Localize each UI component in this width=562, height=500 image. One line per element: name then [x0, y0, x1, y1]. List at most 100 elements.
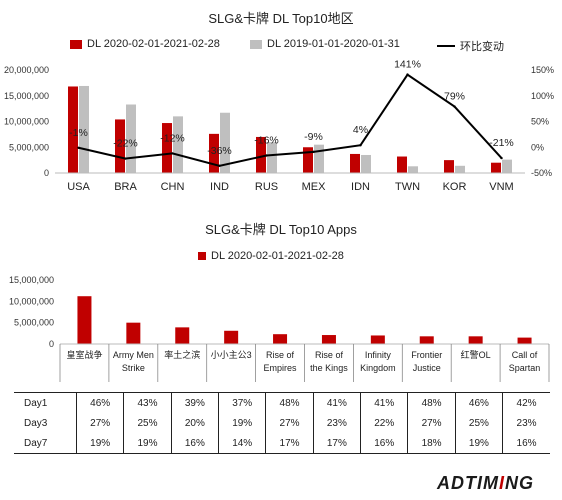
- x-category-label: Rise of the Kings: [310, 350, 348, 373]
- x-category-label: Infinity Kingdom: [360, 350, 396, 373]
- y-left-tick-label: 10,000,000: [4, 117, 49, 127]
- y-right-tick-label: 100%: [531, 91, 554, 101]
- mom-change-point: [124, 157, 127, 160]
- bar-app-downloads: [273, 334, 288, 344]
- retention-cell: 19%: [123, 433, 172, 454]
- bar-dl-2020: [350, 153, 360, 173]
- x-category-label: KOR: [443, 181, 467, 193]
- x-category-label: BRA: [114, 181, 137, 193]
- y-left-tick-label: 15,000,000: [4, 91, 49, 101]
- x-category-label: Call of Spartan: [509, 350, 541, 373]
- retention-row-label: Day1: [14, 392, 77, 413]
- retention-cell: 46%: [454, 392, 503, 413]
- x-category-label-line: Empires: [264, 363, 298, 373]
- legend-swatch-red: [70, 39, 82, 49]
- retention-cell: 46%: [75, 392, 124, 413]
- mom-change-label: -16%: [254, 134, 279, 146]
- mom-change-label: 141%: [394, 59, 421, 71]
- chart1-legend-item-a: DL 2020-02-01-2021-02-28: [70, 38, 220, 50]
- legend-label: DL 2020-02-01-2021-02-28: [211, 250, 344, 262]
- retention-row: Day3 27% 25% 20% 19% 27% 23% 22% 27% 25% 23%: [14, 413, 550, 433]
- retention-cell: 19%: [218, 413, 266, 433]
- bar-dl-2019: [173, 116, 183, 173]
- legend-label: DL 2019-01-01-2020-01-31: [267, 38, 400, 50]
- mom-change-point: [77, 146, 80, 149]
- mom-change-point: [171, 152, 174, 155]
- retention-cell: 39%: [170, 392, 219, 413]
- y-tick-label: 0: [49, 339, 54, 349]
- retention-cell: 48%: [407, 392, 456, 413]
- y-left-tick-label: 5,000,000: [9, 142, 49, 152]
- y-right-tick-label: 150%: [531, 65, 554, 75]
- retention-cell: 16%: [170, 433, 219, 454]
- retention-cell: 17%: [312, 433, 361, 454]
- bar-dl-2020: [162, 123, 172, 173]
- retention-cell: 23%: [502, 413, 550, 433]
- mom-change-label: -22%: [113, 138, 138, 150]
- x-category-label-line: Kingdom: [360, 363, 396, 373]
- x-category-label: RUS: [255, 181, 278, 193]
- retention-cell: 25%: [454, 413, 503, 433]
- chart1-legend-item-b: DL 2019-01-01-2020-01-31: [250, 38, 400, 50]
- x-category-label: 皇室战争: [66, 349, 102, 360]
- retention-cell: 18%: [407, 433, 456, 454]
- retention-row: Day1 46% 43% 39% 37% 48% 41% 41% 48% 46% 42%: [14, 392, 550, 413]
- legend-label: 环比变动: [460, 41, 504, 53]
- x-category-label-line: 率土之滨: [164, 349, 200, 360]
- mom-change-point: [218, 164, 221, 167]
- y-right-tick-label: 50%: [531, 117, 549, 127]
- x-category-label-line: 皇室战争: [66, 349, 102, 360]
- x-category-label: VNM: [489, 181, 513, 193]
- mom-change-label: -21%: [489, 137, 514, 149]
- mom-change-point: [312, 150, 315, 154]
- bar-dl-2019: [314, 144, 324, 173]
- retention-cell: 42%: [502, 392, 550, 413]
- retention-cell: 23%: [312, 413, 361, 433]
- y-tick-label: 5,000,000: [14, 318, 54, 328]
- retention-table: Day1 46% 43% 39% 37% 48% 41% 41% 48% 46% 42% Day3 27…: [14, 392, 550, 454]
- x-category-label-line: Justice: [413, 363, 441, 373]
- retention-cell: 48%: [265, 392, 314, 413]
- x-category-label: MEX: [302, 181, 327, 193]
- mom-change-point: [359, 143, 362, 147]
- x-category-label: CHN: [161, 181, 185, 193]
- legend-swatch-line: [437, 45, 455, 47]
- chart2-title: SLG&卡牌 DL Top10 Apps: [205, 222, 357, 237]
- retention-cell: 27%: [265, 413, 314, 433]
- bar-dl-2020: [397, 156, 407, 173]
- retention-cell: 37%: [218, 392, 266, 413]
- mom-change-label: -12%: [160, 132, 185, 144]
- x-category-label: Rise of Empires: [264, 350, 298, 373]
- bar-app-downloads: [224, 330, 239, 344]
- retention-cell: 19%: [454, 433, 503, 454]
- bar-dl-2020: [209, 133, 219, 173]
- mom-change-label: 79%: [444, 91, 465, 103]
- retention-row: Day7 19% 19% 16% 14% 17% 17% 16% 18% 19% 16%: [14, 433, 550, 454]
- retention-cell: 41%: [312, 392, 361, 413]
- bar-app-downloads: [126, 322, 141, 344]
- chart2-app-downloads: 0 5,000,000 10,000,000 15,000,000 皇室战争 Army M…: [9, 275, 550, 382]
- chart2-legend-item: DL 2020-02-01-2021-02-28: [198, 250, 344, 262]
- mom-change-label: -36%: [207, 145, 232, 157]
- mom-change-label: -9%: [304, 131, 323, 143]
- x-category-label: TWN: [395, 181, 420, 193]
- retention-cell: 17%: [265, 433, 314, 454]
- bar-app-downloads: [468, 336, 483, 344]
- x-category-label-line: Call of: [512, 350, 538, 360]
- bar-dl-2019: [267, 142, 277, 173]
- retention-cell: 14%: [218, 433, 266, 454]
- x-category-label-line: 红警OL: [461, 349, 491, 360]
- retention-cell: 19%: [75, 433, 124, 454]
- x-category-label-line: Frontier: [411, 350, 442, 360]
- x-category-label: Frontier Justice: [411, 350, 442, 373]
- retention-cell: 27%: [407, 413, 456, 433]
- y-tick-label: 10,000,000: [9, 296, 54, 306]
- mom-change-label: -1%: [69, 127, 88, 139]
- mom-change-point: [500, 156, 503, 160]
- bar-dl-2019: [502, 159, 512, 173]
- legend-label: DL 2020-02-01-2021-02-28: [87, 38, 220, 50]
- bar-dl-2020: [303, 147, 313, 173]
- y-tick-label: 15,000,000: [9, 275, 54, 285]
- bar-app-downloads: [77, 296, 92, 344]
- bar-dl-2019: [220, 112, 230, 173]
